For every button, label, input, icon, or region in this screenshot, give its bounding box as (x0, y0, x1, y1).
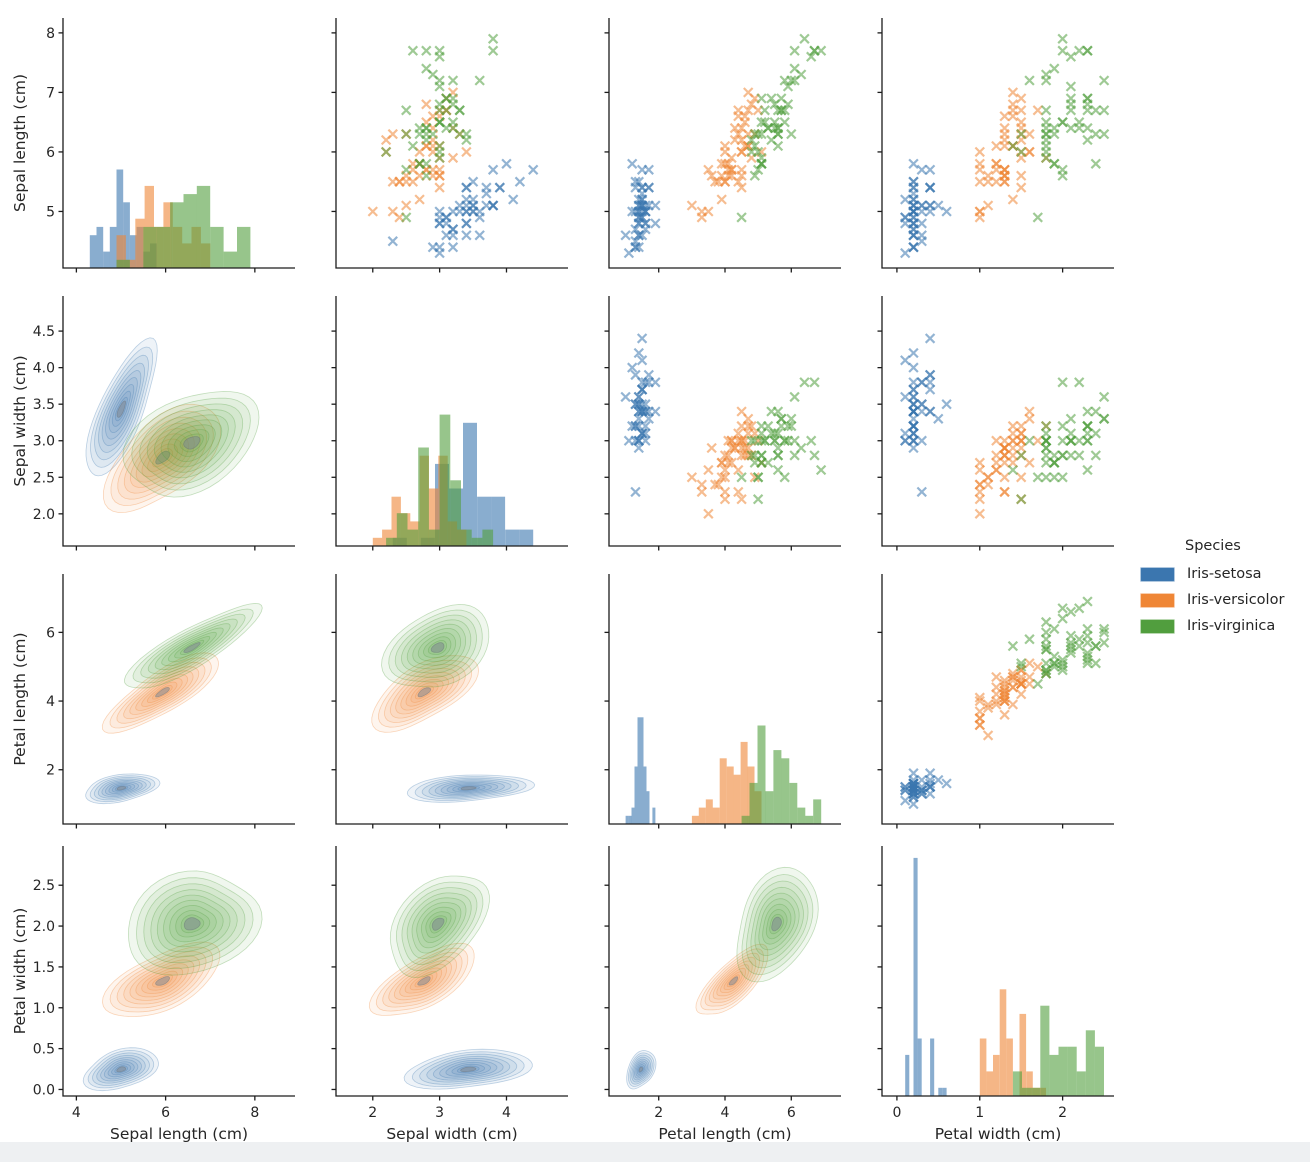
svg-text:4: 4 (46, 694, 55, 710)
legend: Species Iris-setosa Iris-versicolor Iris… (1140, 538, 1284, 639)
svg-text:2: 2 (46, 763, 55, 779)
panel-r3c1 (368, 875, 533, 1090)
svg-text:6: 6 (161, 1105, 170, 1121)
legend-swatch-virginica-icon (1140, 618, 1175, 634)
svg-text:2: 2 (1058, 1105, 1067, 1121)
legend-label-versicolor: Iris-versicolor (1187, 592, 1285, 608)
panel-r3c0 (82, 870, 263, 1092)
svg-text:6: 6 (46, 625, 55, 641)
legend-item-iris-virginica: Iris-virginica (1140, 613, 1284, 639)
panel-r1c0 (85, 337, 260, 514)
legend-item-iris-versicolor: Iris-versicolor (1140, 587, 1284, 613)
svg-text:0: 0 (892, 1105, 901, 1121)
panel-r2c0 (85, 602, 263, 805)
svg-text:4.5: 4.5 (33, 324, 55, 340)
svg-text:3: 3 (435, 1105, 444, 1121)
legend-label-virginica: Iris-virginica (1187, 618, 1276, 634)
svg-text:2: 2 (368, 1105, 377, 1121)
svg-text:2.0: 2.0 (33, 507, 55, 523)
svg-text:4: 4 (72, 1105, 81, 1121)
panel-r3c3 (905, 857, 1104, 1096)
legend-title: Species (1185, 538, 1241, 554)
axes-decorations: 5 6 7 8 2.0 2.5 3.0 3.5 4.0 4.5 2 4 6 4 6 8 0.0 0.5 1.0 1.5… (33, 18, 1114, 1121)
panel-r0c3 (900, 33, 1110, 259)
panel-r2c2 (625, 717, 822, 824)
svg-text:8: 8 (250, 1105, 259, 1121)
svg-text:4: 4 (721, 1105, 730, 1121)
panel-r0c1 (367, 33, 539, 259)
svg-text:6: 6 (46, 145, 55, 161)
svg-text:2.5: 2.5 (33, 878, 55, 894)
legend-swatch-setosa-icon (1140, 566, 1175, 582)
panel-r0c0 (89, 169, 251, 268)
panel-r1c1 (372, 414, 534, 546)
svg-text:5: 5 (46, 204, 55, 220)
svg-text:4.0: 4.0 (33, 361, 55, 377)
svg-text:6: 6 (787, 1105, 796, 1121)
svg-text:3.0: 3.0 (33, 434, 55, 450)
panel-r1c2 (620, 333, 827, 519)
legend-label-setosa: Iris-setosa (1187, 566, 1262, 582)
panel-r3c2 (626, 866, 819, 1090)
panel-r0c2 (620, 33, 827, 259)
svg-text:2.0: 2.0 (33, 919, 55, 935)
page-footer-strip (0, 1142, 1310, 1162)
svg-text:8: 8 (46, 26, 55, 42)
svg-text:1.5: 1.5 (33, 960, 55, 976)
legend-swatch-versicolor-icon (1140, 592, 1175, 608)
panel-r2c3 (900, 596, 1110, 810)
svg-text:4: 4 (502, 1105, 511, 1121)
panel-r1c3 (900, 333, 1110, 519)
svg-text:2: 2 (654, 1105, 663, 1121)
svg-text:0.5: 0.5 (33, 1042, 55, 1058)
svg-text:0.0: 0.0 (33, 1082, 55, 1098)
svg-text:3.5: 3.5 (33, 397, 55, 413)
svg-text:1: 1 (975, 1105, 984, 1121)
legend-item-iris-setosa: Iris-setosa (1140, 561, 1284, 587)
svg-text:2.5: 2.5 (33, 470, 55, 486)
svg-text:1.0: 1.0 (33, 1001, 55, 1017)
panel-r2c1 (371, 604, 536, 803)
svg-text:7: 7 (46, 85, 55, 101)
